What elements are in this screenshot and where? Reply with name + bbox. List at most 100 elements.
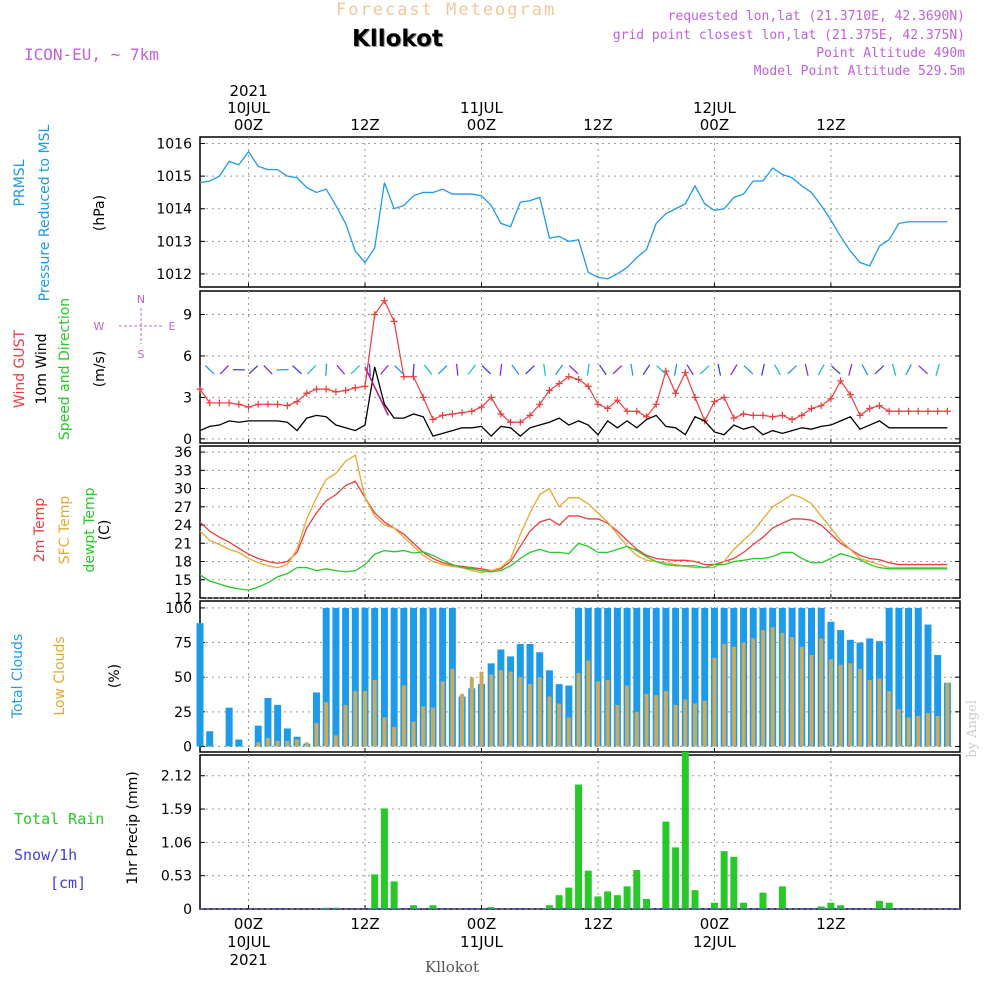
gust-point-marker (235, 400, 243, 408)
total-cloud-bar (332, 607, 340, 747)
gust-point-marker (264, 400, 272, 408)
low-cloud-bar (382, 717, 387, 747)
rain-bar (691, 890, 699, 909)
gust-point-marker (710, 398, 718, 406)
low-cloud-bar (518, 677, 523, 747)
gust-point-marker (613, 396, 621, 404)
low-cloud-bar (440, 681, 445, 747)
low-cloud-bar (760, 630, 765, 747)
gust-point-marker (361, 382, 369, 390)
gust-point-marker (604, 404, 612, 412)
gust-point-marker (788, 416, 796, 424)
y-tick-label: 0.53 (161, 869, 192, 885)
wind-direction-arrow (673, 363, 678, 376)
low-cloud-bar (906, 717, 911, 747)
total-cloud-bar (225, 707, 233, 747)
low-cloud-bar (644, 693, 649, 747)
rain-bar (710, 902, 718, 909)
gust-point-marker (633, 407, 641, 415)
gust-point-marker (371, 310, 379, 318)
rain-bar (623, 886, 631, 909)
total-cloud-bar (400, 607, 408, 747)
gust-point-marker (798, 411, 806, 419)
gust-point-marker (468, 407, 476, 415)
total-cloud-bar (672, 607, 680, 747)
total-cloud-bar (312, 692, 320, 747)
rain-bar (380, 808, 388, 909)
low-cloud-bar (343, 704, 348, 747)
gust-point-marker (885, 407, 893, 415)
y-tick-label: 0 (183, 739, 192, 755)
gust-point-marker (943, 407, 951, 415)
gust-point-marker (477, 403, 485, 411)
rain-bar (759, 892, 767, 909)
gust-point-marker (380, 297, 388, 305)
low-cloud-bar (508, 671, 513, 747)
time-tick-label-bottom: 10JUL (227, 933, 270, 951)
total-cloud-bar (642, 607, 650, 747)
wind-direction-arrow (499, 363, 503, 376)
low-cloud-bar (673, 704, 678, 747)
low-cloud-bar (353, 691, 358, 747)
low-cloud-bar (528, 684, 533, 747)
precip-rain-label: Total Rain (14, 810, 105, 828)
gust-point-marker (555, 380, 563, 388)
gust-point-marker (342, 386, 350, 394)
time-tick-label-bottom: 12Z (350, 915, 379, 933)
rain-bar (555, 895, 563, 909)
low-cloud-bar (460, 693, 465, 747)
low-cloud-bar (401, 685, 406, 747)
rain-bar (817, 906, 825, 909)
low-cloud-bar (324, 702, 329, 747)
low-cloud-bar (576, 673, 581, 747)
low-cloud-bar (809, 655, 814, 747)
rain-bar (730, 856, 738, 909)
total-cloud-bar (410, 607, 418, 747)
gust-point-marker (905, 407, 913, 415)
gust-point-marker (196, 385, 204, 393)
low-cloud-bar (819, 638, 824, 747)
gust-point-marker (545, 386, 553, 394)
gust-point-marker (875, 402, 883, 410)
wind-direction-arrow (525, 365, 535, 375)
wind-direction-arrow (292, 365, 302, 375)
y-tick-label: 33 (174, 463, 192, 479)
total-cloud-bar (924, 624, 932, 747)
gust-point-marker (225, 399, 233, 407)
wind-direction-arrow (891, 363, 897, 376)
wind-direction-arrow (306, 365, 317, 375)
low-cloud-bar (731, 646, 736, 747)
gust-point-marker (507, 418, 515, 426)
gust-point-marker (769, 413, 777, 421)
y-tick-label: 12 (174, 591, 192, 607)
low-cloud-bar (751, 638, 756, 747)
time-tick-label-top: 11JUL (460, 99, 503, 117)
wind-direction-arrow (804, 363, 809, 376)
low-cloud-bar (314, 722, 319, 747)
gust-point-marker (895, 407, 903, 415)
gust-point-marker (584, 382, 592, 390)
y-tick-label: 2.12 (161, 769, 192, 785)
time-tick-label-bottom: 12JUL (693, 933, 736, 951)
wind-direction-arrow (412, 363, 415, 376)
wind-direction-arrow (336, 364, 346, 375)
wind-direction-arrow (350, 365, 361, 375)
total-cloud-bar (351, 607, 359, 747)
wind-direction-arrow (248, 365, 259, 375)
low-cloud-bar (605, 679, 610, 747)
total-cloud-bar (594, 607, 602, 747)
gust-point-marker (487, 393, 495, 401)
gust-point-marker (914, 407, 922, 415)
y-tick-label: 9 (183, 307, 192, 323)
wind-direction-arrow (612, 365, 623, 375)
gust-point-marker (759, 411, 767, 419)
gust-point-marker (283, 402, 291, 410)
wind-direction-arrow (455, 363, 459, 376)
gust-point-marker (565, 373, 573, 381)
compass-icon (119, 308, 163, 344)
gust-point-marker (322, 385, 330, 393)
y-tick-label: 75 (174, 636, 192, 652)
low-cloud-bar (683, 699, 688, 747)
total-cloud-bar (439, 607, 447, 747)
gust-point-marker (332, 388, 340, 396)
